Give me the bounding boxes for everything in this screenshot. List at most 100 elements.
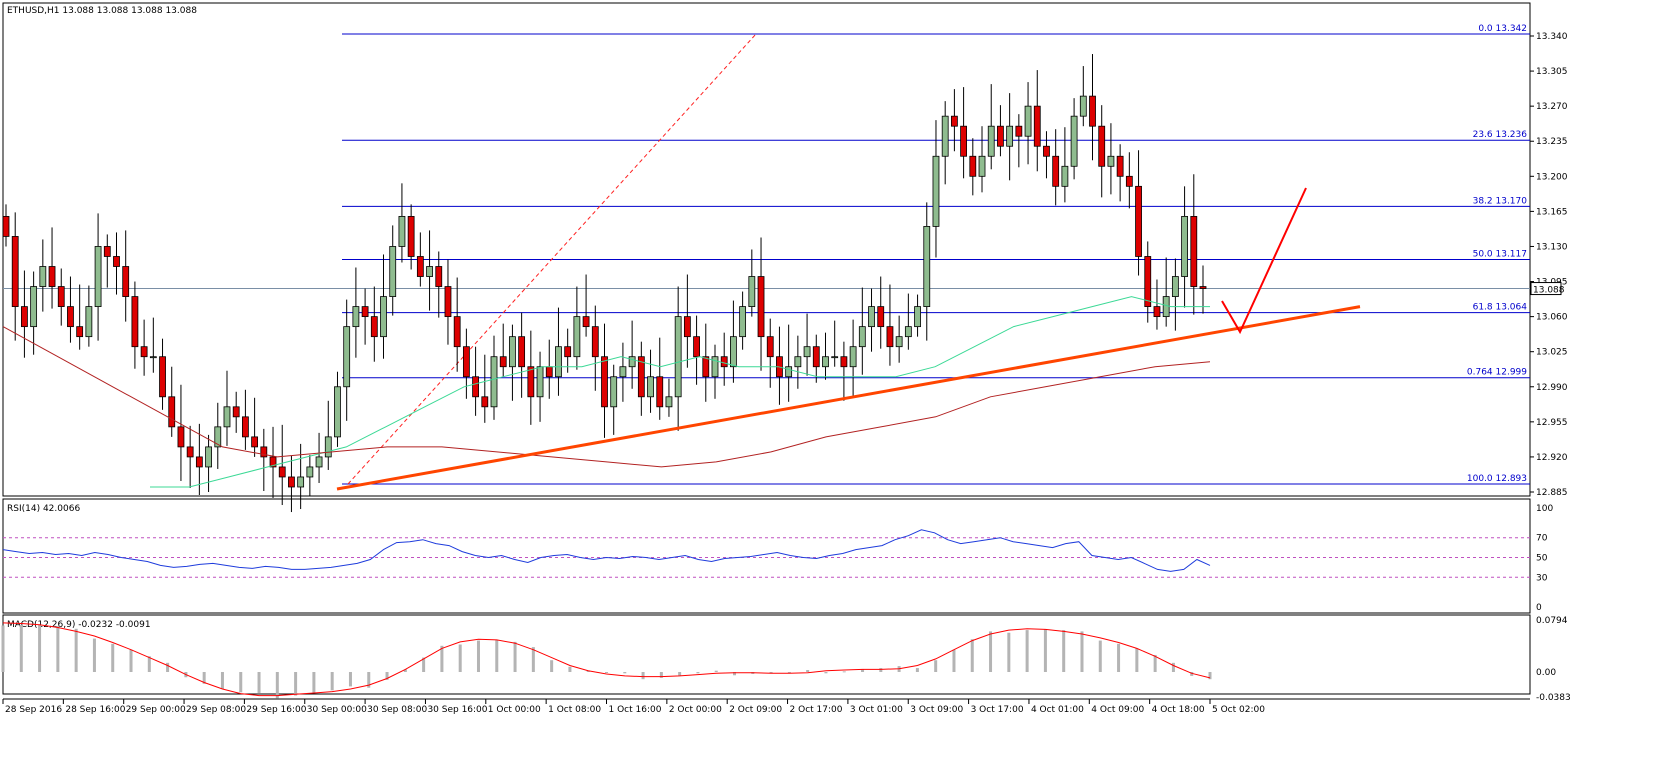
candle-body <box>812 346 820 368</box>
candle-body <box>159 356 166 398</box>
macd-bar <box>239 672 243 693</box>
candle-body <box>490 356 498 408</box>
time-axis-label: 29 Sep 08:00 <box>186 705 246 715</box>
candle-body <box>1171 276 1179 297</box>
macd-bar <box>385 672 389 680</box>
macd-label: MACD(12,26,9) -0.0232 -0.0091 <box>7 620 151 630</box>
time-axis-label: 3 Oct 17:00 <box>971 705 1024 715</box>
macd-bar <box>1098 640 1102 672</box>
candle-body <box>822 356 829 368</box>
time-axis-label: 29 Sep 16:00 <box>246 705 306 715</box>
time-axis-label: 2 Oct 17:00 <box>790 705 843 715</box>
candle-body <box>57 286 65 307</box>
macd-bar <box>1117 643 1121 672</box>
candle-body <box>766 336 774 358</box>
candle-body <box>334 386 341 438</box>
macd-bar <box>989 631 993 672</box>
rsi-axis-label: 0 <box>1536 603 1542 613</box>
macd-bar <box>824 672 828 674</box>
macd-bar <box>257 672 261 693</box>
candle-body <box>1144 256 1152 307</box>
price-axis-label: 13.340 <box>1536 32 1568 42</box>
candle-body <box>269 456 277 468</box>
macd-bar <box>970 639 974 672</box>
current-price-tag <box>1530 282 1562 296</box>
current-price-label: 13.088 <box>1533 286 1565 296</box>
candle-body <box>711 356 719 378</box>
candle-body <box>297 476 305 488</box>
time-axis-label: 3 Oct 01:00 <box>850 705 903 715</box>
candle-body <box>186 446 194 458</box>
macd-histogram <box>1 624 1212 699</box>
candle-body <box>987 125 995 157</box>
fib-level-label: 50.0 13.117 <box>1473 249 1527 259</box>
macd-signal-line <box>2 622 1211 697</box>
candle-body <box>674 316 682 398</box>
candle-body <box>840 356 848 368</box>
candle-body <box>1079 95 1087 117</box>
support-trendline <box>336 305 1361 491</box>
candle-body <box>324 436 332 458</box>
candle-body <box>1181 215 1188 277</box>
macd-bar <box>934 660 938 672</box>
candle-body <box>748 276 756 307</box>
macd-bar <box>458 644 462 672</box>
macd-bar <box>586 670 590 672</box>
macd-bar <box>714 670 718 672</box>
gann-line <box>347 33 757 485</box>
macd-bar <box>623 672 627 674</box>
candle-body <box>702 356 710 378</box>
candle-body <box>757 276 765 338</box>
candle-body <box>1162 296 1170 318</box>
candle-body <box>251 436 259 448</box>
candle-body <box>628 356 636 368</box>
macd-bar <box>38 624 42 672</box>
time-axis-label: 4 Oct 01:00 <box>1031 705 1084 715</box>
macd-bar <box>440 645 444 672</box>
candle-body <box>693 336 700 358</box>
macd-bar <box>166 662 170 672</box>
macd-bar <box>1153 654 1157 672</box>
macd-bar <box>147 656 151 672</box>
candle-body <box>895 336 903 348</box>
candle-body <box>978 155 986 177</box>
candle-body <box>140 346 148 358</box>
macd-bar <box>1171 662 1175 672</box>
macd-bar <box>678 672 682 676</box>
candle-body <box>1153 306 1161 318</box>
candle-body <box>904 326 912 338</box>
macd-bar <box>605 672 608 673</box>
macd-axis-label: 0.00 <box>1536 668 1556 678</box>
candle-body <box>683 316 691 338</box>
candle-body <box>1199 286 1207 289</box>
macd-bar <box>513 641 517 672</box>
price-axis-label: 12.920 <box>1536 453 1568 463</box>
candle-body <box>794 356 802 368</box>
candle-body <box>1107 155 1115 167</box>
time-axis-label: 30 Sep 08:00 <box>367 705 427 715</box>
candle-body <box>545 366 553 378</box>
candle-body <box>647 376 654 398</box>
candle-body <box>453 316 461 348</box>
macd-bar <box>806 670 810 672</box>
macd-bar <box>568 666 572 672</box>
fib-level-label: 0.764 12.999 <box>1467 368 1527 378</box>
macd-bar <box>220 672 224 690</box>
price-axis-label: 12.990 <box>1536 383 1568 393</box>
macd-bar <box>476 640 480 672</box>
macd-bar <box>1007 632 1011 672</box>
candle-body <box>914 306 921 328</box>
rsi-axis-label: 70 <box>1536 534 1548 544</box>
macd-bar <box>56 626 60 672</box>
candle-body <box>260 446 268 458</box>
candle-body <box>997 125 1004 147</box>
candle-body <box>637 356 645 398</box>
candle-body <box>499 356 507 368</box>
price-axis-label: 13.165 <box>1536 207 1568 217</box>
candle-body <box>610 376 618 408</box>
candle-body <box>2 215 10 237</box>
candle-body <box>343 326 351 388</box>
rsi-axis-label: 100 <box>1536 504 1553 514</box>
candle-body <box>849 346 857 368</box>
